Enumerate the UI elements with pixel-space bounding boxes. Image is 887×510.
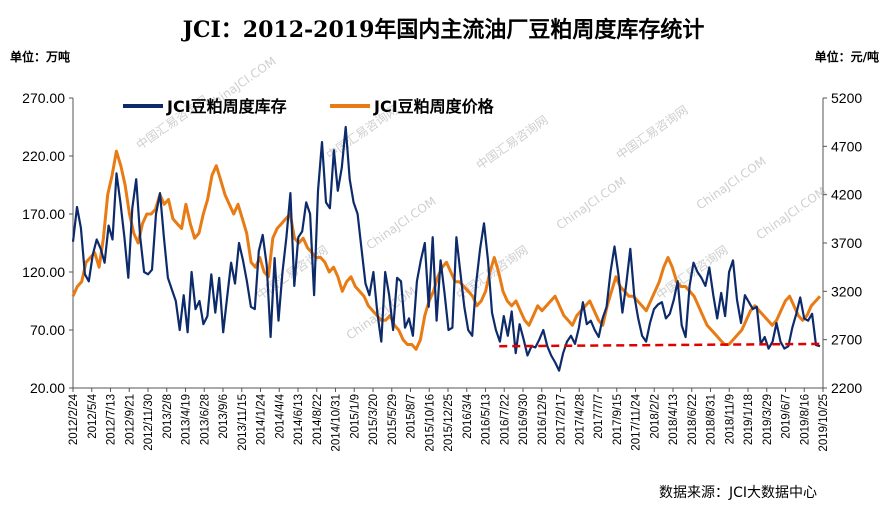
x-tick-label: 2017/9/15 [612, 394, 624, 445]
x-tick-label: 2014/4/4 [274, 393, 286, 438]
x-tick-label: 2019/10/25 [818, 394, 830, 452]
inventory-line [71, 125, 821, 372]
x-tick-label: 2015/1/9 [349, 394, 361, 439]
right-tick-label: 4700 [831, 138, 862, 154]
x-tick-label: 2016/9/30 [518, 394, 530, 445]
watermark-text: 中国汇易咨询网 [473, 112, 550, 172]
x-tick-label: 2018/2/2 [649, 394, 661, 439]
x-tick-label: 2017/2/17 [556, 394, 568, 445]
x-tick-label: 2014/6/13 [293, 394, 305, 445]
reference-dashed-line [499, 342, 821, 348]
x-tick-label: 2013/6/28 [199, 394, 211, 445]
x-tick-label: 2016/3/4 [462, 393, 474, 438]
chart-title: JCI：2012-2019年国内主流油厂豆粕周度库存统计 [182, 17, 705, 43]
x-tick-label: 2015/8/7 [406, 394, 418, 439]
right-tick-label: 4200 [831, 187, 862, 203]
x-tick-label: 2014/8/22 [312, 394, 324, 445]
legend-label-price: JCI豆粕周度价格 [373, 97, 495, 116]
left-tick-label: 270.00 [22, 90, 65, 106]
x-tick-label: 2014/10/31 [331, 394, 343, 452]
x-tick-label: 2012/7/13 [106, 394, 118, 445]
x-tick-label: 2013/4/19 [181, 394, 193, 445]
data-source-note: 数据来源：JCI大数据中心 [658, 485, 817, 501]
chart-legend: JCI豆粕周度库存 JCI豆粕周度价格 [123, 97, 495, 116]
watermark-text: ChinaJCI.COM [754, 184, 829, 242]
left-tick-label: 120.00 [22, 264, 65, 280]
x-tick-label: 2012/2/24 [68, 393, 80, 445]
x-tick-label: 2016/12/9 [537, 394, 549, 445]
right-tick-label: 3200 [831, 283, 862, 299]
x-tick-label: 2014/1/24 [256, 393, 268, 445]
price-line [71, 149, 822, 351]
x-tick-label: 2018/11/9 [724, 394, 736, 444]
left-axis-unit: 单位：万吨 [10, 50, 71, 64]
plot-area [71, 125, 822, 372]
x-tick-label: 2019/8/16 [799, 394, 811, 445]
right-tick-label: 5200 [831, 90, 862, 106]
x-tick-label: 2016/5/13 [481, 394, 493, 445]
x-tick-label: 2015/12/25 [443, 394, 455, 452]
x-tick-label: 2017/4/28 [574, 394, 586, 445]
legend-label-inventory: JCI豆粕周度库存 [166, 97, 287, 116]
x-tick-label: 2018/4/13 [668, 394, 680, 445]
x-tick-label: 2019/1/18 [743, 394, 755, 445]
x-tick-label: 2015/10/16 [424, 394, 436, 452]
watermark-text: 中国汇易咨询网 [613, 102, 690, 162]
x-tick-label: 2019/3/29 [762, 394, 774, 445]
x-tick-label: 2018/8/31 [706, 394, 718, 445]
watermark-text: ChinaJCI.COM [554, 174, 629, 232]
left-tick-label: 220.00 [22, 148, 65, 164]
x-tick-label: 2019/6/7 [781, 394, 793, 439]
left-tick-label: 70.00 [30, 322, 65, 338]
x-tick-label: 2013/2/8 [162, 394, 174, 439]
watermark-text: 中国汇易咨询网 [453, 242, 530, 302]
x-tick-label: 2012/5/4 [87, 393, 99, 438]
x-tick-label: 2015/3/20 [368, 394, 380, 445]
x-tick-label: 2013/9/6 [218, 394, 230, 439]
right-tick-label: 3700 [831, 235, 862, 251]
x-tick-label: 2012/9/21 [124, 394, 136, 445]
right-tick-label: 2200 [831, 380, 862, 396]
watermark-text: ChinaJCI.COM [364, 194, 439, 252]
x-tick-label: 2018/6/22 [687, 394, 699, 445]
x-tick-label: 2015/5/29 [387, 394, 399, 445]
right-axis-unit: 单位：元/吨 [814, 50, 879, 64]
watermark-text: ChinaJCI.COM [694, 154, 769, 212]
left-tick-label: 170.00 [22, 206, 65, 222]
x-tick-label: 2013/11/15 [237, 394, 249, 451]
left-tick-label: 20.00 [30, 380, 65, 396]
x-tick-label: 2017/7/7 [593, 394, 605, 439]
right-tick-label: 2700 [831, 332, 862, 348]
x-tick-label: 2016/7/22 [499, 394, 511, 445]
chart-axes: 20.00 70.00 120.00 170.00 220.00 270.00 2200 27… [22, 90, 862, 452]
x-tick-label: 2017/11/24 [631, 393, 643, 450]
x-tick-label: 2012/11/30 [143, 394, 155, 451]
